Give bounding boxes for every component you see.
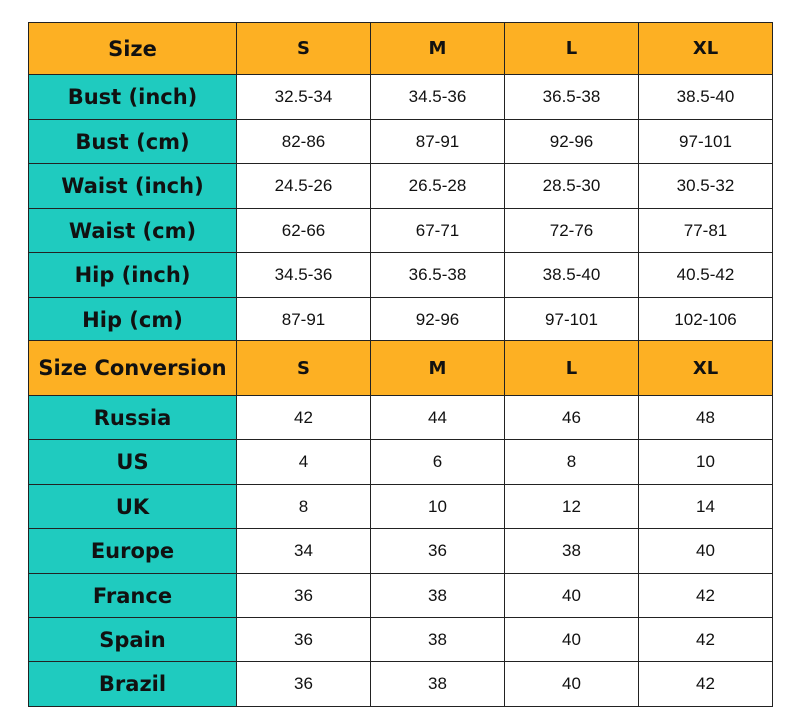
header-cell: L <box>504 22 639 75</box>
table-cell: 42 <box>638 573 773 618</box>
table-cell: 26.5-28 <box>370 163 505 209</box>
table-cell: 92-96 <box>370 297 505 342</box>
table-cell: 34.5-36 <box>236 252 371 298</box>
table-cell: 28.5-30 <box>504 163 639 209</box>
row-label: Brazil <box>28 661 237 707</box>
table-cell: 38 <box>504 528 639 574</box>
row-label: UK <box>28 484 237 529</box>
table-cell: 40 <box>504 573 639 618</box>
row-label: Waist (inch) <box>28 163 237 209</box>
table-cell: 30.5-32 <box>638 163 773 209</box>
table-cell: 34.5-36 <box>370 74 505 120</box>
row-label: Russia <box>28 395 237 440</box>
table-cell: 36 <box>236 573 371 618</box>
table-cell: 102-106 <box>638 297 773 342</box>
table-cell: 12 <box>504 484 639 529</box>
header-cell: S <box>236 340 371 396</box>
row-label: Hip (inch) <box>28 252 237 298</box>
table-cell: 38 <box>370 661 505 707</box>
table-cell: 4 <box>236 439 371 485</box>
header-cell: L <box>504 340 639 396</box>
table-cell: 36 <box>370 528 505 574</box>
header-cell: M <box>370 22 505 75</box>
table-cell: 82-86 <box>236 119 371 164</box>
table-cell: 36.5-38 <box>370 252 505 298</box>
table-cell: 97-101 <box>504 297 639 342</box>
header-cell: XL <box>638 340 773 396</box>
table-cell: 42 <box>638 617 773 662</box>
table-cell: 38.5-40 <box>638 74 773 120</box>
row-label: Bust (inch) <box>28 74 237 120</box>
table-cell: 42 <box>638 661 773 707</box>
table-cell: 36 <box>236 617 371 662</box>
table-cell: 44 <box>370 395 505 440</box>
table-cell: 10 <box>638 439 773 485</box>
table-cell: 77-81 <box>638 208 773 253</box>
table-cell: 62-66 <box>236 208 371 253</box>
table-cell: 40.5-42 <box>638 252 773 298</box>
table-cell: 40 <box>504 661 639 707</box>
table-cell: 42 <box>236 395 371 440</box>
table-cell: 38 <box>370 573 505 618</box>
table-cell: 34 <box>236 528 371 574</box>
header-cell: S <box>236 22 371 75</box>
table-cell: 67-71 <box>370 208 505 253</box>
header-cell: XL <box>638 22 773 75</box>
row-label: Europe <box>28 528 237 574</box>
table-cell: 38.5-40 <box>504 252 639 298</box>
table-cell: 14 <box>638 484 773 529</box>
table-cell: 97-101 <box>638 119 773 164</box>
table-cell: 6 <box>370 439 505 485</box>
table-cell: 38 <box>370 617 505 662</box>
table-cell: 72-76 <box>504 208 639 253</box>
table-cell: 24.5-26 <box>236 163 371 209</box>
table-cell: 32.5-34 <box>236 74 371 120</box>
row-label: US <box>28 439 237 485</box>
table-cell: 46 <box>504 395 639 440</box>
table-cell: 8 <box>504 439 639 485</box>
table-cell: 10 <box>370 484 505 529</box>
row-label: Bust (cm) <box>28 119 237 164</box>
table-cell: 87-91 <box>370 119 505 164</box>
table-cell: 87-91 <box>236 297 371 342</box>
row-label: Hip (cm) <box>28 297 237 342</box>
header-cell: M <box>370 340 505 396</box>
table-cell: 92-96 <box>504 119 639 164</box>
row-label: Waist (cm) <box>28 208 237 253</box>
table-cell: 48 <box>638 395 773 440</box>
table-cell: 8 <box>236 484 371 529</box>
header-cell: Size <box>28 22 237 75</box>
row-label: Spain <box>28 617 237 662</box>
header-cell: Size Conversion <box>28 340 237 396</box>
table-cell: 36.5-38 <box>504 74 639 120</box>
table-cell: 40 <box>638 528 773 574</box>
table-cell: 40 <box>504 617 639 662</box>
table-cell: 36 <box>236 661 371 707</box>
row-label: France <box>28 573 237 618</box>
